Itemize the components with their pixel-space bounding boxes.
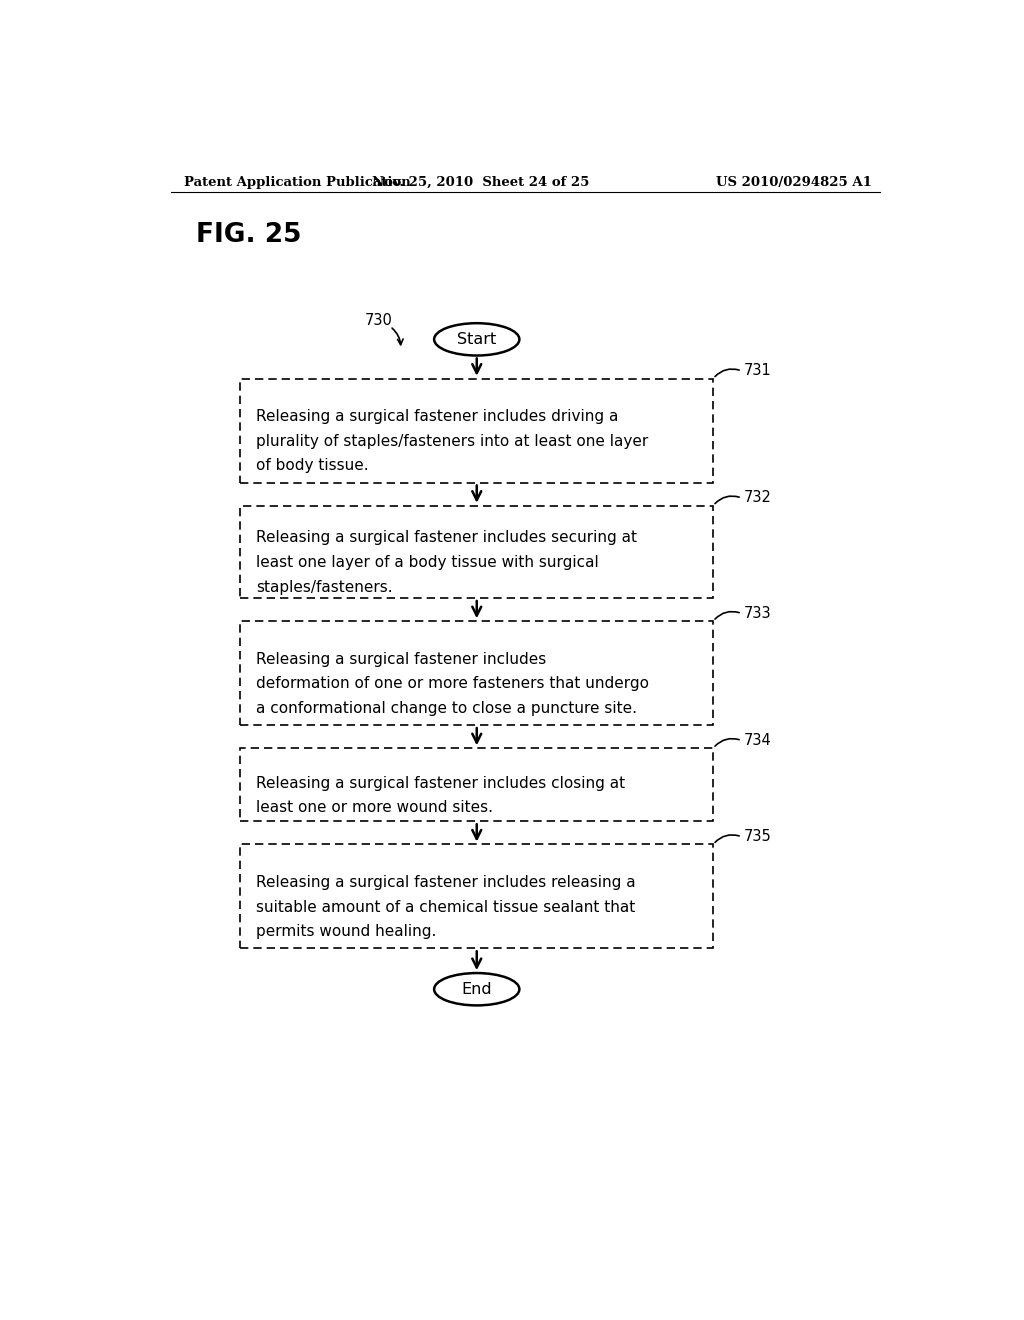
- Text: Releasing a surgical fastener includes closing at: Releasing a surgical fastener includes c…: [256, 776, 625, 791]
- Text: US 2010/0294825 A1: US 2010/0294825 A1: [716, 176, 872, 189]
- Text: End: End: [462, 982, 493, 997]
- Text: 733: 733: [743, 606, 771, 620]
- Text: suitable amount of a chemical tissue sealant that: suitable amount of a chemical tissue sea…: [256, 899, 635, 915]
- Text: a conformational change to close a puncture site.: a conformational change to close a punct…: [256, 701, 637, 715]
- Text: 732: 732: [743, 491, 771, 506]
- Text: Releasing a surgical fastener includes releasing a: Releasing a surgical fastener includes r…: [256, 875, 636, 890]
- Text: Patent Application Publication: Patent Application Publication: [183, 176, 411, 189]
- Text: Releasing a surgical fastener includes driving a: Releasing a surgical fastener includes d…: [256, 409, 618, 424]
- Text: Releasing a surgical fastener includes: Releasing a surgical fastener includes: [256, 652, 546, 667]
- Text: least one or more wound sites.: least one or more wound sites.: [256, 800, 493, 816]
- Text: Start: Start: [457, 331, 497, 347]
- Text: staples/fasteners.: staples/fasteners.: [256, 579, 392, 594]
- Text: deformation of one or more fasteners that undergo: deformation of one or more fasteners tha…: [256, 676, 649, 692]
- Text: FIG. 25: FIG. 25: [197, 222, 302, 248]
- Text: 731: 731: [743, 363, 771, 379]
- Text: 730: 730: [365, 313, 392, 327]
- Text: 734: 734: [743, 733, 771, 748]
- Text: least one layer of a body tissue with surgical: least one layer of a body tissue with su…: [256, 554, 599, 570]
- Text: Nov. 25, 2010  Sheet 24 of 25: Nov. 25, 2010 Sheet 24 of 25: [372, 176, 590, 189]
- Text: 735: 735: [743, 829, 771, 845]
- Text: of body tissue.: of body tissue.: [256, 458, 369, 474]
- Text: permits wound healing.: permits wound healing.: [256, 924, 436, 939]
- Text: Releasing a surgical fastener includes securing at: Releasing a surgical fastener includes s…: [256, 531, 637, 545]
- Text: plurality of staples/fasteners into at least one layer: plurality of staples/fasteners into at l…: [256, 434, 648, 449]
